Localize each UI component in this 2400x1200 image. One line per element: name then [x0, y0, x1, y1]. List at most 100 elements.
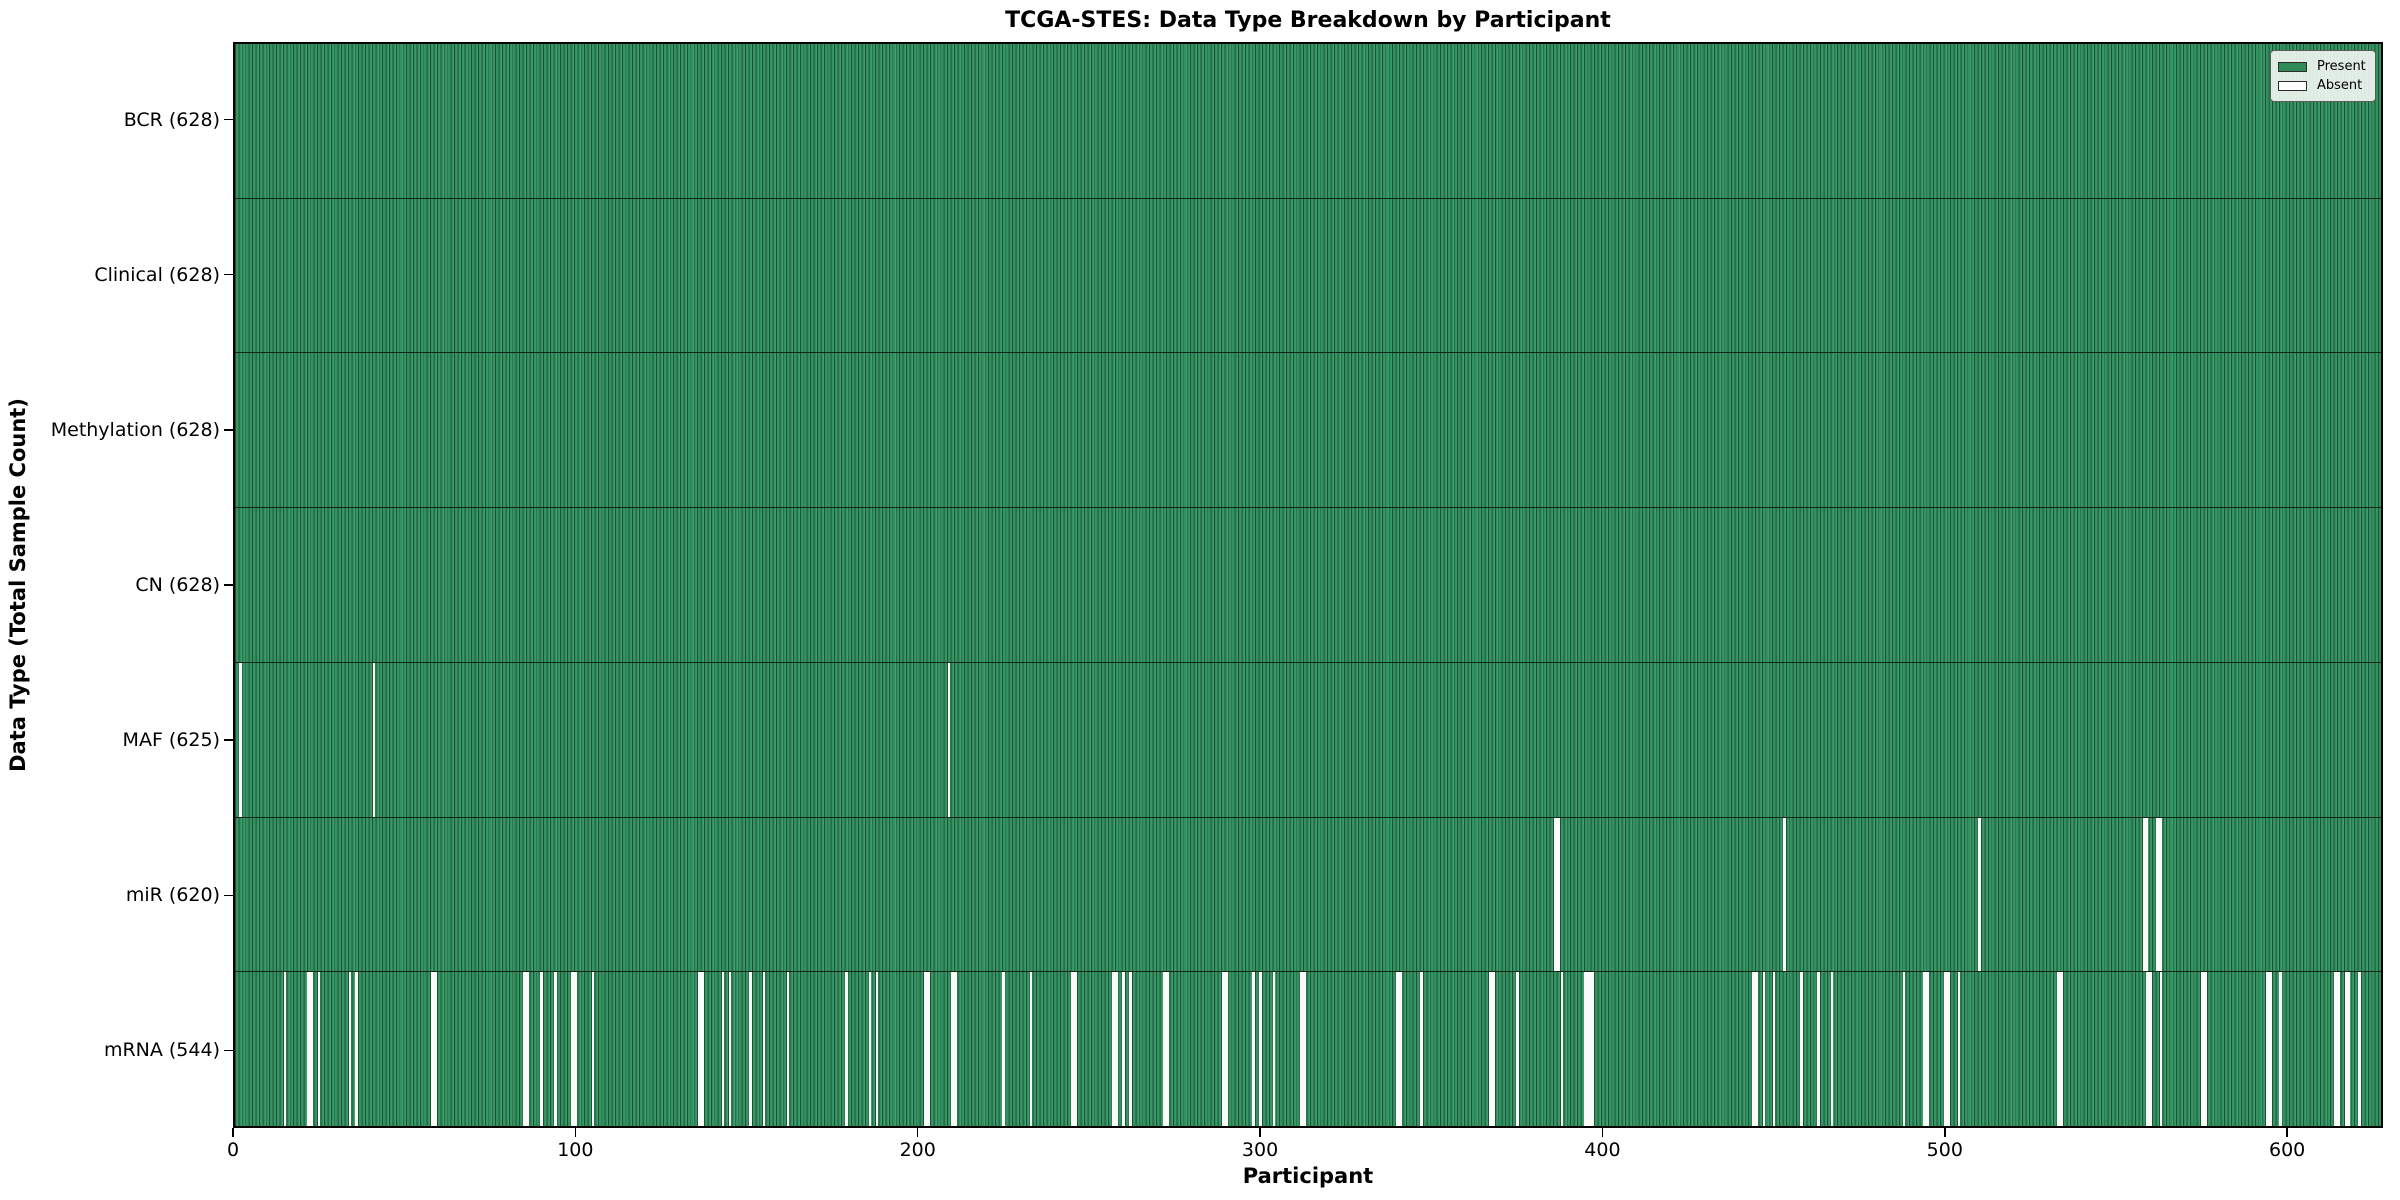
legend-entry-absent: Absent — [2278, 76, 2367, 95]
absent-stripe — [372, 662, 376, 817]
absent-stripe — [697, 972, 704, 1127]
y-tick-mark — [224, 894, 233, 897]
absent-stripe — [1560, 972, 1564, 1127]
legend-swatch-absent — [2278, 80, 2307, 91]
absent-stripe — [1029, 972, 1033, 1127]
absent-stripe — [1584, 972, 1594, 1127]
legend-swatch-present — [2278, 61, 2307, 72]
absent-stripe — [317, 972, 321, 1127]
absent-stripe — [868, 972, 872, 1127]
row-container — [235, 44, 2381, 1127]
x-tick-mark — [1944, 1128, 1946, 1137]
absent-stripe — [307, 972, 314, 1127]
absent-stripe — [1259, 972, 1262, 1127]
absent-stripe — [1817, 972, 1820, 1127]
absent-stripe — [540, 972, 543, 1127]
legend-label: Absent — [2317, 78, 2363, 93]
y-tick-label-cn: CN (628) — [135, 574, 220, 596]
row-mir — [235, 817, 2381, 973]
absent-stripe — [2159, 972, 2163, 1127]
chart-title: TCGA-STES: Data Type Breakdown by Partic… — [1005, 8, 1611, 33]
absent-stripe — [721, 972, 725, 1127]
absent-stripe — [283, 972, 287, 1127]
absent-stripe — [786, 972, 790, 1127]
absent-stripe — [947, 662, 951, 817]
absent-stripe — [2265, 972, 2272, 1127]
absent-stripe — [1002, 972, 1005, 1127]
absent-stripe — [1800, 972, 1803, 1127]
row-mrna — [235, 972, 2381, 1127]
x-axis-label: Participant — [1242, 1164, 1374, 1188]
absent-stripe — [1488, 972, 1495, 1127]
absent-stripe — [728, 972, 732, 1127]
y-tick-mark — [224, 118, 233, 121]
absent-stripe — [762, 972, 766, 1127]
absent-stripe — [348, 972, 352, 1127]
legend: Present Absent — [2270, 50, 2376, 102]
x-tick-label-400: 400 — [1584, 1139, 1621, 1161]
absent-stripe — [1252, 972, 1255, 1127]
y-tick-mark — [224, 429, 233, 431]
absent-stripe — [2056, 972, 2063, 1127]
absent-stripe — [2334, 972, 2341, 1127]
y-tick-label-bcr: BCR (628) — [123, 108, 220, 131]
absent-stripe — [844, 972, 848, 1127]
x-tick-label-100: 100 — [557, 1139, 594, 1161]
absent-stripe — [1420, 972, 1423, 1127]
absent-stripe — [553, 972, 557, 1127]
absent-stripe — [591, 972, 595, 1127]
absent-stripe — [875, 972, 879, 1127]
absent-stripe — [951, 972, 958, 1127]
x-tick-label-0: 0 — [226, 1139, 240, 1161]
x-tick-mark — [232, 1128, 234, 1137]
absent-stripe — [1129, 972, 1132, 1127]
absent-stripe — [1783, 817, 1786, 972]
absent-stripe — [1923, 972, 1930, 1127]
absent-stripe — [1978, 817, 1981, 972]
x-tick-label-600: 600 — [2268, 1139, 2306, 1161]
absent-stripe — [1272, 972, 1276, 1127]
x-tick-mark — [1259, 1128, 1261, 1137]
x-tick-label-200: 200 — [899, 1139, 936, 1161]
absent-stripe — [1957, 972, 1961, 1127]
x-tick-mark — [916, 1128, 919, 1137]
y-tick-mark — [224, 273, 233, 276]
x-tick-mark — [2286, 1128, 2288, 1137]
row-bcr — [235, 44, 2381, 199]
y-tick-label-methylation: Methylation (628) — [50, 418, 220, 441]
x-tick-mark — [574, 1128, 577, 1137]
absent-stripe — [2358, 972, 2361, 1127]
absent-stripe — [1772, 972, 1776, 1127]
absent-stripe — [1762, 972, 1766, 1127]
row-clinical — [235, 199, 2381, 354]
absent-stripe — [1830, 972, 1834, 1127]
y-tick-mark — [224, 584, 233, 586]
y-tick-label-mir: miR (620) — [125, 884, 220, 907]
absent-stripe — [2344, 972, 2351, 1127]
absent-stripe — [2142, 817, 2149, 972]
absent-stripe — [1516, 972, 1519, 1127]
x-tick-mark — [1601, 1128, 1604, 1137]
y-axis-label: Data Type (Total Sample Count) — [6, 398, 30, 772]
absent-stripe — [1752, 972, 1759, 1127]
y-tick-label-mrna: mRNA (544) — [103, 1039, 220, 1062]
absent-stripe — [923, 972, 930, 1127]
absent-stripe — [2200, 972, 2207, 1127]
absent-stripe — [2156, 817, 2163, 972]
absent-stripe — [1070, 972, 1077, 1127]
legend-entry-present: Present — [2278, 57, 2367, 76]
absent-stripe — [1396, 972, 1403, 1127]
absent-stripe — [1112, 972, 1118, 1127]
absent-stripe — [1300, 972, 1307, 1127]
row-methylation — [235, 353, 2381, 509]
y-tick-label-clinical: Clinical (628) — [94, 263, 220, 286]
absent-stripe — [239, 662, 242, 817]
y-tick-mark — [224, 739, 233, 741]
absent-stripe — [355, 972, 358, 1127]
y-tick-mark — [224, 1049, 233, 1052]
absent-stripe — [523, 972, 530, 1127]
x-tick-label-300: 300 — [1241, 1139, 1279, 1161]
absent-stripe — [1221, 972, 1228, 1127]
absent-stripe — [1553, 817, 1560, 972]
